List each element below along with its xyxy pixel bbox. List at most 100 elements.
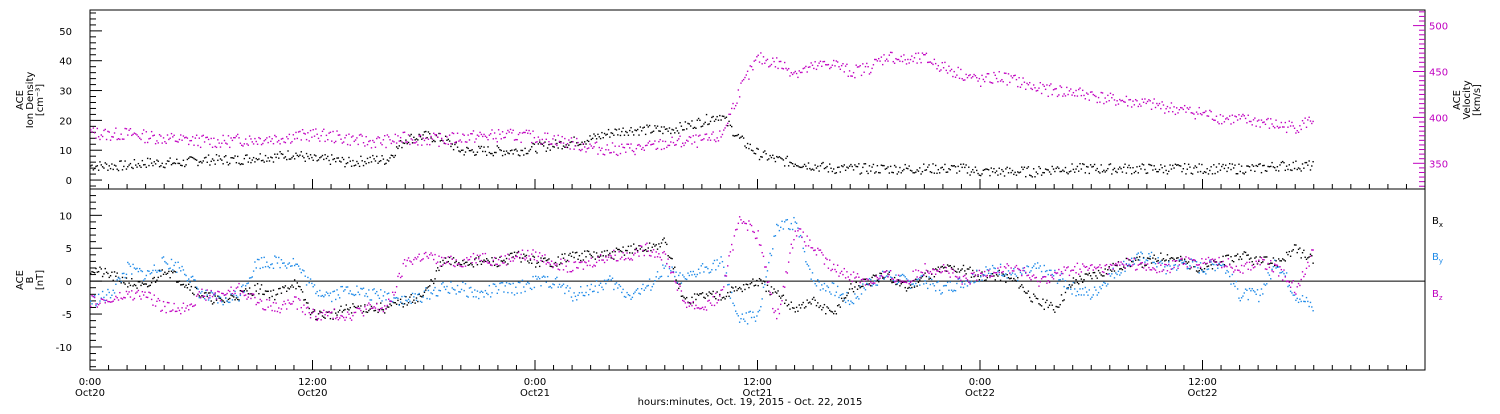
bz-point xyxy=(697,307,700,309)
bz-point xyxy=(1185,256,1187,258)
density-point xyxy=(186,158,189,161)
density-point xyxy=(745,147,747,149)
by-point xyxy=(516,292,518,294)
bx-point xyxy=(727,291,729,294)
velocity-point xyxy=(644,144,647,147)
velocity-point xyxy=(813,67,815,70)
by-point xyxy=(566,285,569,287)
bx-point xyxy=(172,271,174,274)
by-point xyxy=(434,286,436,289)
bx-point xyxy=(560,262,562,264)
velocity-point xyxy=(1156,102,1158,105)
bz-point xyxy=(291,303,293,305)
by-point xyxy=(927,287,929,290)
bz-point xyxy=(928,272,930,275)
bz-point xyxy=(883,271,885,273)
by-point xyxy=(349,290,351,292)
density-point xyxy=(113,164,116,166)
by-point xyxy=(1128,263,1130,266)
density-point xyxy=(444,135,447,137)
velocity-point xyxy=(799,71,802,74)
bx-point xyxy=(1211,268,1214,270)
density-point xyxy=(932,163,934,165)
velocity-point xyxy=(1014,74,1016,77)
by-point xyxy=(443,286,446,288)
velocity-point xyxy=(1182,108,1185,111)
density-point xyxy=(1210,166,1212,168)
velocity-point xyxy=(108,131,110,133)
by-point xyxy=(500,282,502,284)
bx-point xyxy=(1193,266,1195,268)
bx-point xyxy=(478,256,480,258)
bz-point xyxy=(1105,263,1108,266)
velocity-point xyxy=(1198,106,1200,109)
velocity-point xyxy=(968,74,970,77)
bx-point xyxy=(570,255,573,258)
velocity-point xyxy=(507,129,509,132)
bx-point xyxy=(573,256,575,259)
density-point xyxy=(459,151,461,153)
density-point xyxy=(1234,164,1236,166)
by-point xyxy=(409,300,411,303)
bx-point xyxy=(858,285,860,287)
density-point xyxy=(1137,172,1140,174)
bz-point xyxy=(1115,262,1117,265)
density-point xyxy=(554,139,557,141)
density-point xyxy=(658,130,660,132)
bx-point xyxy=(973,275,975,278)
velocity-point xyxy=(214,145,216,148)
by-point xyxy=(194,279,197,281)
velocity-point xyxy=(662,140,664,142)
bx-point xyxy=(630,245,632,247)
bz-point xyxy=(835,271,838,273)
velocity-point xyxy=(607,149,610,151)
time-tick-label: 0:00 xyxy=(524,377,546,388)
bz-point xyxy=(415,258,418,260)
bx-point xyxy=(357,305,359,307)
density-point xyxy=(451,143,453,145)
bx-point xyxy=(557,256,559,258)
by-point xyxy=(1132,260,1134,262)
density-point xyxy=(814,164,816,166)
bx-point xyxy=(863,278,865,280)
bx-point xyxy=(1202,270,1204,273)
by-point xyxy=(674,275,676,278)
density-point xyxy=(231,157,234,159)
bz-point xyxy=(213,293,215,295)
bx-point xyxy=(991,273,994,275)
density-point xyxy=(924,169,926,172)
density-point xyxy=(185,164,187,166)
bz-point xyxy=(1170,268,1173,270)
bx-point xyxy=(871,276,873,279)
density-point xyxy=(1026,167,1028,170)
bx-point xyxy=(889,278,892,281)
by-point xyxy=(387,292,390,294)
by-point xyxy=(455,293,457,295)
bfield-tick-label: 10 xyxy=(59,211,72,222)
velocity-point xyxy=(140,138,142,141)
bx-point xyxy=(595,252,598,254)
velocity-point xyxy=(998,71,1000,73)
by-point xyxy=(419,300,422,303)
bz-point xyxy=(859,281,861,284)
bz-point xyxy=(1096,266,1098,269)
density-point xyxy=(1251,164,1253,166)
bz-point xyxy=(846,271,848,273)
bx-point xyxy=(968,268,970,270)
by-point xyxy=(1264,284,1267,286)
velocity-point xyxy=(554,143,557,145)
velocity-point xyxy=(629,147,631,149)
by-point xyxy=(819,289,822,291)
density-point xyxy=(1128,164,1130,167)
bx-point xyxy=(721,297,724,299)
density-point xyxy=(470,149,472,152)
density-point xyxy=(1174,163,1177,165)
bz-point xyxy=(376,303,378,305)
density-point xyxy=(742,137,745,139)
by-point xyxy=(111,294,113,296)
velocity-point xyxy=(112,136,114,138)
bz-point xyxy=(222,292,224,295)
by-point xyxy=(675,271,677,273)
by-point xyxy=(466,295,468,297)
velocity-point xyxy=(617,154,619,157)
